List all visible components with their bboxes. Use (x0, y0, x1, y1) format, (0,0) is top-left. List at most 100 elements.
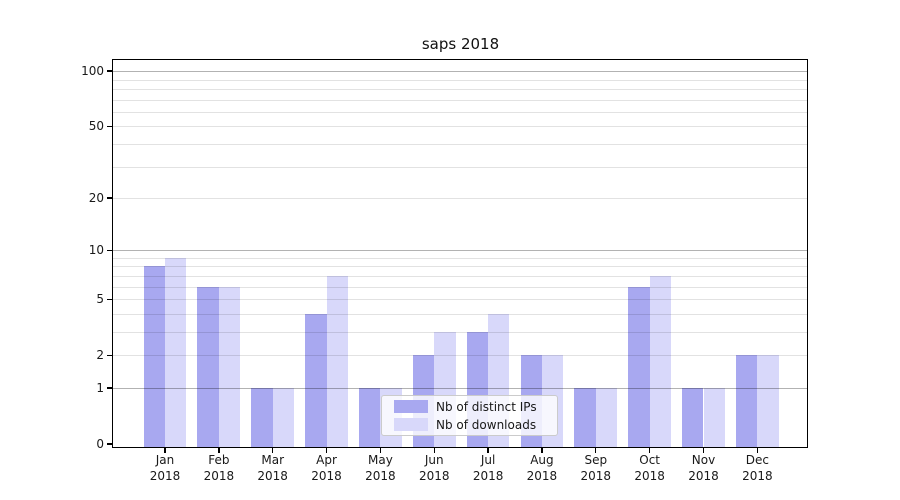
bar-downloads-mar (272, 387, 295, 447)
gridline-major (113, 71, 807, 73)
gridline-minor (113, 99, 807, 101)
x-tick-year: 2018 (580, 469, 612, 483)
gridline-minor (113, 257, 807, 259)
x-tick-month: Mar (261, 453, 284, 467)
y-axis-tick (107, 125, 112, 127)
x-tick-year: 2018 (472, 469, 504, 483)
x-axis-tick (487, 448, 489, 453)
x-tick-year: 2018 (418, 469, 450, 483)
x-tick-label-oct: Oct 2018 (622, 452, 678, 484)
x-tick-year: 2018 (634, 469, 665, 483)
bar-downloads-feb (218, 286, 241, 447)
x-tick-month: Apr (316, 453, 337, 467)
x-axis-tick (433, 448, 435, 453)
x-axis-tick (272, 448, 274, 453)
x-tick-year: 2018 (365, 469, 396, 483)
legend-item-label: Nb of distinct IPs (436, 399, 537, 414)
x-tick-month: May (367, 453, 393, 467)
x-tick-year: 2018 (203, 469, 235, 483)
x-tick-label-apr: Apr 2018 (299, 452, 355, 484)
bar-distinct-ips-sep (574, 387, 596, 447)
x-axis-tick (595, 448, 597, 453)
gridline-minor (113, 166, 807, 168)
x-axis-tick (164, 448, 166, 453)
gridline-minor (113, 79, 807, 81)
x-tick-month: Dec (745, 453, 769, 467)
x-tick-label-mar: Mar 2018 (245, 452, 301, 484)
gridline-minor (113, 355, 807, 357)
legend-swatch-distinct-ips (394, 400, 428, 413)
bar-distinct-ips-nov (682, 387, 704, 447)
legend-item: Nb of downloads (394, 418, 557, 432)
y-axis-tick (107, 443, 112, 445)
x-tick-label-feb: Feb 2018 (191, 452, 247, 484)
x-tick-month: Jun (424, 453, 444, 467)
bar-distinct-ips-mar (251, 387, 273, 447)
legend-swatch-downloads (394, 418, 428, 431)
y-axis-tick (107, 249, 112, 251)
gridline-minor (113, 88, 807, 90)
bar-distinct-ips-feb (197, 286, 219, 447)
x-tick-year: 2018 (526, 469, 558, 483)
x-tick-month: Feb (208, 453, 230, 467)
x-tick-year: 2018 (257, 469, 288, 483)
x-tick-month: Oct (639, 453, 661, 467)
gridline-minor (113, 275, 807, 277)
y-axis-tick (107, 298, 112, 300)
gridline-minor (113, 111, 807, 113)
x-tick-year: 2018 (149, 469, 181, 483)
y-tick-label: 50 (88, 119, 104, 134)
y-tick-label: 100 (81, 64, 104, 79)
bar-downloads-dec (757, 355, 779, 447)
x-tick-month: Jul (480, 453, 496, 467)
x-tick-label-jun: Jun 2018 (406, 452, 462, 484)
bar-downloads-nov (703, 387, 725, 447)
bar-distinct-ips-may (359, 387, 381, 447)
x-axis-tick (541, 448, 543, 453)
y-axis-tick (107, 70, 112, 72)
x-axis-tick (325, 448, 328, 453)
legend: Nb of distinct IPs Nb of downloads (381, 395, 558, 436)
x-tick-month: Sep (584, 453, 608, 467)
x-tick-year: 2018 (688, 469, 719, 483)
legend-item: Nb of distinct IPs (394, 400, 557, 414)
x-tick-month: Jan (155, 453, 175, 467)
x-axis-tick (756, 448, 759, 453)
x-axis-tick (379, 448, 382, 453)
gridline-minor (113, 299, 807, 301)
x-axis-tick (702, 448, 705, 453)
x-tick-label-nov: Nov 2018 (676, 452, 732, 484)
x-axis-tick (648, 448, 651, 453)
gridline-minor (113, 126, 807, 128)
x-tick-label-dec: Dec 2018 (729, 452, 785, 484)
y-tick-label: 5 (96, 292, 104, 307)
bar-downloads-apr (326, 275, 348, 447)
y-axis-tick (107, 197, 112, 199)
y-tick-label: 2 (96, 348, 104, 363)
x-tick-month: Aug (530, 453, 554, 467)
x-tick-month: Nov (691, 453, 716, 467)
x-tick-label-may: May 2018 (352, 452, 408, 484)
y-tick-label: 0 (96, 437, 104, 451)
x-axis-tick (218, 448, 220, 453)
plot-area (112, 59, 808, 448)
x-tick-label-jan: Jan 2018 (137, 452, 193, 484)
bar-downloads-jan (165, 257, 187, 447)
gridline-minor (113, 143, 807, 145)
bar-distinct-ips-dec (735, 355, 758, 447)
x-tick-label-sep: Sep 2018 (568, 452, 624, 484)
gridline-minor (113, 313, 807, 315)
y-tick-label: 10 (88, 243, 104, 258)
y-tick-label: 20 (88, 191, 104, 205)
gridline-minor (113, 286, 807, 288)
y-axis-tick (107, 387, 112, 389)
bar-distinct-ips-jan (143, 266, 165, 447)
x-tick-year: 2018 (311, 469, 342, 483)
gridline-minor (113, 266, 807, 268)
bar-downloads-sep (595, 387, 618, 447)
bar-distinct-ips-apr (305, 313, 327, 447)
y-tick-label: 1 (96, 380, 104, 395)
chart-title: saps 2018 (421, 35, 500, 53)
x-tick-year: 2018 (742, 469, 773, 483)
